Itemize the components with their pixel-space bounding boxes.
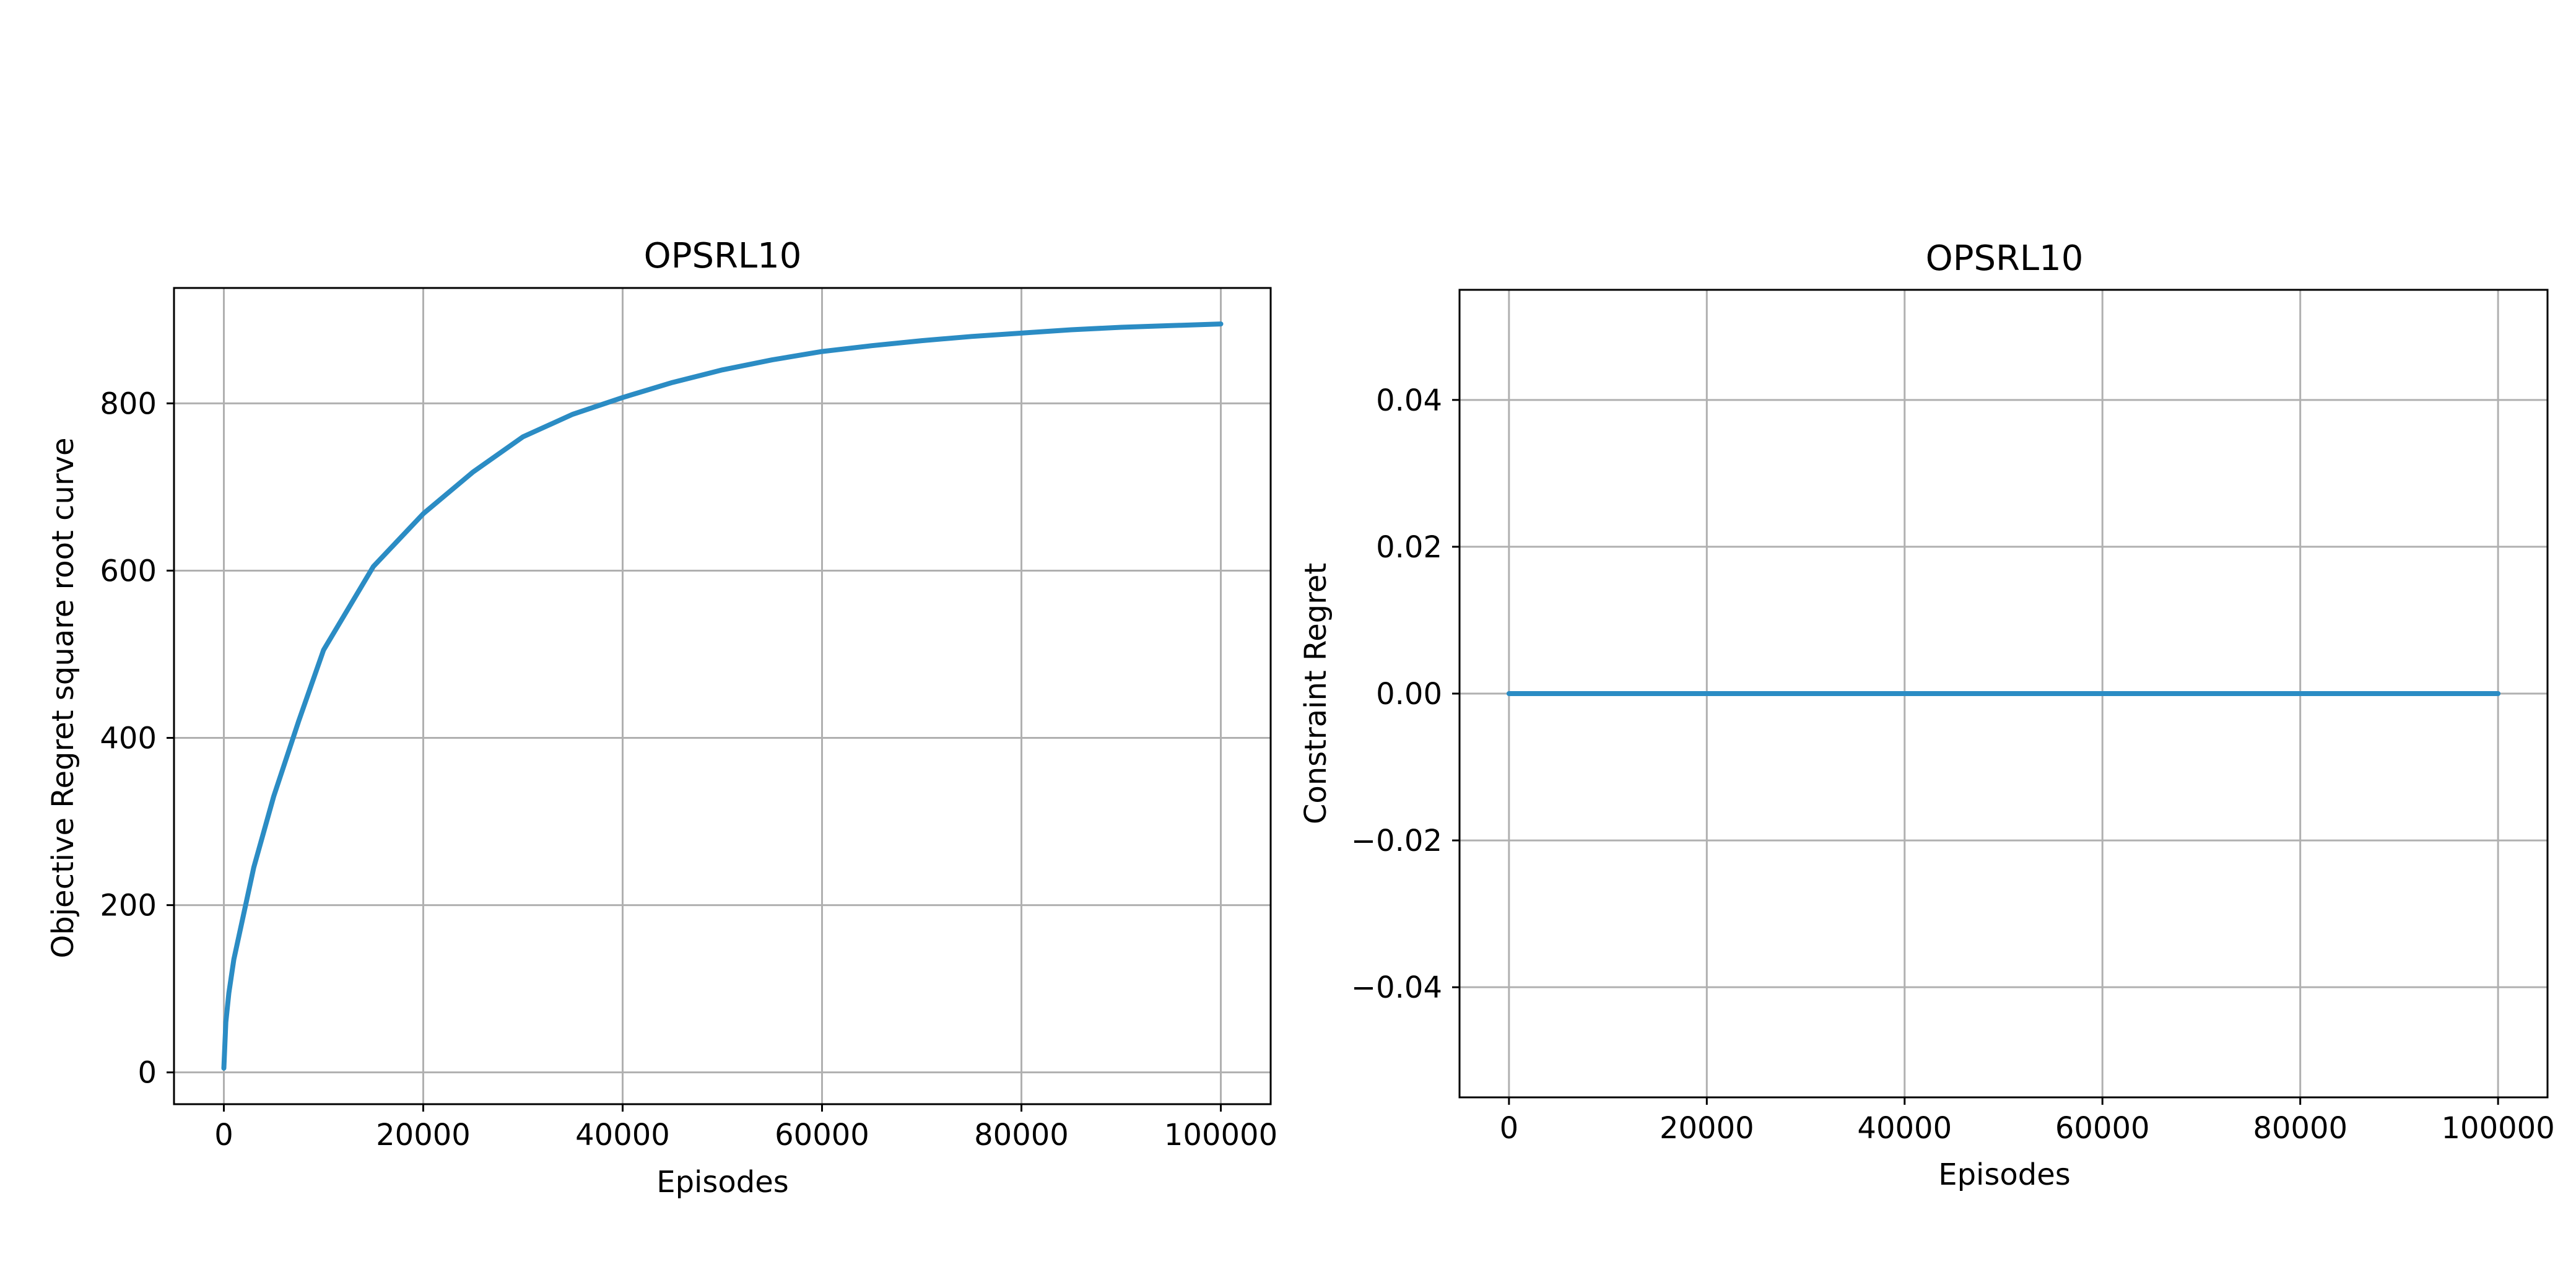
right-chart-x-tick-label: 100000 [2442, 1111, 2555, 1146]
left-chart-series-line [221, 321, 1224, 1071]
left-chart-panel: OPSRL10 Episodes Objective Regret square… [46, 236, 1277, 1200]
right-chart-y-tick-label: 0.00 [1376, 677, 1442, 712]
right-chart-x-tick-label: 60000 [2055, 1111, 2150, 1146]
left-chart-y-axis: 0 200 400 600 800 [100, 386, 174, 1091]
left-chart-x-tick-label: 20000 [376, 1118, 471, 1152]
right-chart-ylabel: Constraint Regret [1299, 563, 1333, 824]
left-chart-y-tick-label: 200 [100, 889, 157, 923]
left-chart-xlabel: Episodes [656, 1165, 789, 1200]
right-chart-title: OPSRL10 [1926, 238, 2084, 279]
left-chart-ylabel: Objective Regret square root curve [46, 437, 80, 958]
left-chart-y-tick-label: 600 [100, 554, 157, 588]
right-chart-x-axis: 0 20000 40000 60000 80000 100000 [1500, 1097, 2555, 1146]
right-chart-panel: OPSRL10 Episodes Constraint Regret 0 2000… [1299, 238, 2555, 1192]
right-chart-xlabel: Episodes [1938, 1157, 2071, 1192]
right-chart-y-tick-label: −0.04 [1351, 970, 1442, 1005]
left-chart-y-tick-label: 800 [100, 386, 157, 421]
right-chart-frame [1458, 289, 2549, 1099]
left-chart-y-tick-label: 400 [100, 721, 157, 756]
right-chart-y-axis: −0.04 −0.02 0.00 0.02 0.04 [1351, 383, 1460, 1005]
right-chart-x-tick-label: 40000 [1857, 1111, 1952, 1146]
right-chart-x-tick-label: 80000 [2253, 1111, 2348, 1146]
right-chart-x-tick-label: 20000 [1660, 1111, 1754, 1146]
left-chart-x-tick-label: 0 [214, 1118, 233, 1152]
left-chart-x-axis: 0 20000 40000 60000 80000 100000 [214, 1104, 1277, 1152]
left-chart-x-tick-label: 80000 [974, 1118, 1069, 1152]
left-chart-plot-area [221, 321, 1224, 1071]
left-chart-x-tick-label: 100000 [1164, 1118, 1277, 1152]
left-chart-grid [174, 288, 1271, 1104]
left-chart-x-tick-label: 40000 [575, 1118, 670, 1152]
right-chart-x-tick-label: 0 [1500, 1111, 1519, 1146]
right-chart-y-tick-label: 0.02 [1376, 530, 1442, 565]
right-chart-y-tick-label: −0.02 [1351, 824, 1442, 858]
left-chart-x-tick-label: 60000 [775, 1118, 869, 1152]
left-chart-y-tick-label: 0 [137, 1056, 157, 1091]
right-chart-y-tick-label: 0.04 [1376, 383, 1442, 418]
left-chart-frame [173, 287, 1272, 1105]
left-chart-title: OPSRL10 [644, 236, 802, 276]
